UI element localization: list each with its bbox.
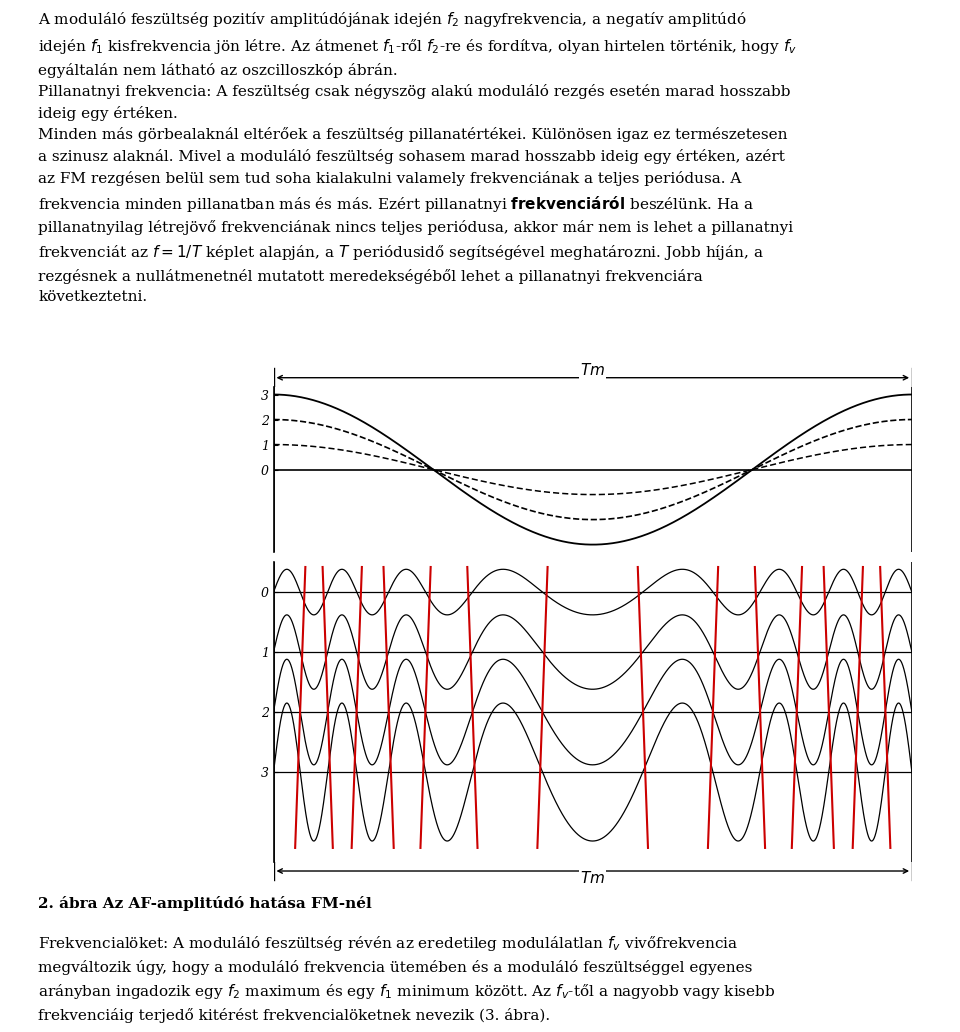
Text: $\mathit{Tm}$: $\mathit{Tm}$: [580, 362, 606, 379]
Text: 2. ábra Az AF-amplitúdó hatása FM-nél: 2. ábra Az AF-amplitúdó hatása FM-nél: [38, 896, 372, 911]
Text: Frekvencialöket: A moduláló feszültség révén az eredetileg modulálatlan $f_v$ vi: Frekvencialöket: A moduláló feszültség r…: [38, 934, 776, 1023]
Text: $\mathit{Tm}$: $\mathit{Tm}$: [580, 870, 606, 886]
Text: A moduláló feszültség pozitív amplitúdójának idején $f_2$ nagyfrekvencia, a nega: A moduláló feszültség pozitív amplitúdój…: [38, 10, 798, 303]
